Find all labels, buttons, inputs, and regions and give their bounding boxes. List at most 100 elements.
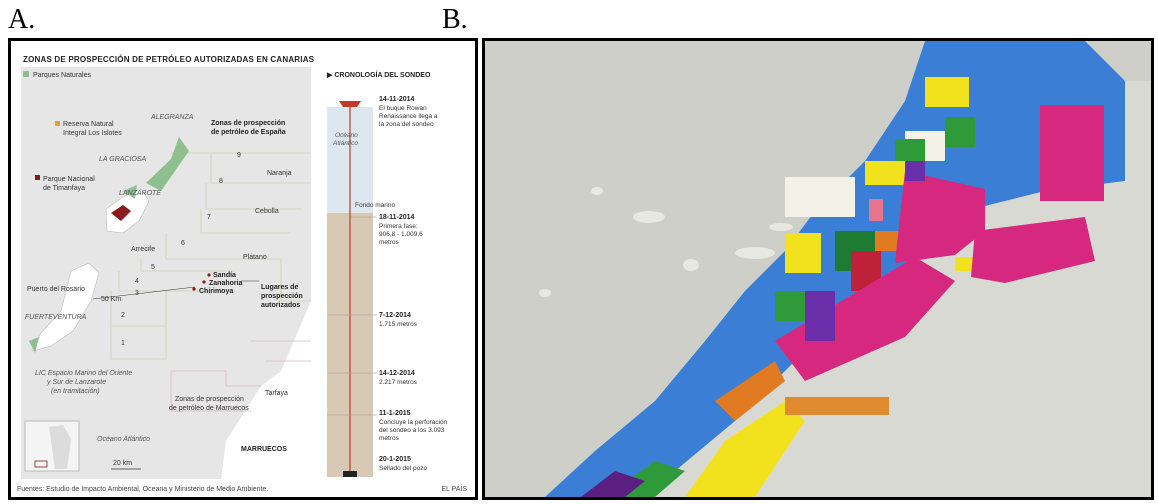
event-text: la zona del sondeo: [379, 121, 434, 128]
orange-block-row: [785, 397, 889, 415]
block-9: 9: [237, 152, 241, 159]
event-date: 20-1-2015: [379, 456, 411, 463]
well-seal-icon: [343, 471, 357, 477]
chronology-ocean-label: Océano: [335, 132, 358, 139]
site-sandia-marker: [207, 273, 211, 277]
legend-parks-swatch: [23, 71, 29, 77]
morocco-coast: [221, 301, 311, 479]
purple-block-1: [805, 291, 835, 341]
event-2: 18-11-2014 Primera fase: 906,8 - 1.009,6…: [379, 214, 423, 246]
spain-zones-label-2: de petróleo de España: [211, 129, 286, 136]
site-zanahoria-marker: [202, 280, 206, 284]
timanfaya-park: [111, 205, 131, 221]
event-date: 11-1-2015: [379, 410, 411, 417]
event-text: metros: [379, 435, 400, 442]
morocco-zones-label-2: de petróleo de Marruecos: [169, 405, 249, 412]
event-text: del sondeo a los 3.093: [379, 427, 445, 434]
yellow-block-4: [785, 233, 821, 273]
scale-label: 20 km: [113, 460, 132, 467]
site-naranja-label: Naranja: [267, 170, 292, 177]
block-1: 1: [121, 340, 125, 347]
site-platano-label: Plátano: [243, 254, 267, 261]
island-fuerteventura: [735, 247, 775, 259]
seabed-label: Fondo marino: [355, 202, 395, 209]
morocco-label: MARRUECOS: [241, 446, 287, 453]
lic-label-3: (en tramitación): [51, 388, 100, 395]
distance-line: [92, 286, 196, 300]
graciosa-label: LA GRACIOSA: [99, 156, 147, 163]
yellow-block-south: [685, 401, 805, 497]
event-1: 14-11-2014 El buque Rowan Renaissance ll…: [379, 96, 438, 128]
island-gran-canaria: [683, 259, 699, 271]
magenta-block-3: [971, 217, 1095, 283]
site-zanahoria-label: Zanahoria: [209, 280, 243, 287]
site-chirimoya-label: Chirimoya: [199, 288, 233, 295]
legend-timanfaya-label: Parque Nacional: [43, 176, 95, 183]
event-text: Renaissance llega a: [379, 113, 438, 120]
morocco-zones-label: Zonas de prospección: [175, 396, 244, 403]
event-text: metros: [379, 239, 400, 246]
event-text: Concluye la perforación: [379, 419, 448, 426]
lic-label-2: y Sur de Lanzarote: [46, 379, 106, 386]
block-8: 8: [219, 178, 223, 185]
green-block-2: [945, 117, 975, 147]
event-text: 906,8 - 1.009,6: [379, 231, 423, 238]
event-text: El buque Rowan: [379, 105, 427, 112]
authorized-label-3: autorizados: [261, 302, 300, 309]
alegranza-label: ALEGRANZA: [150, 114, 194, 121]
magenta-block-ne: [1040, 105, 1104, 201]
authorized-label-2: prospección: [261, 293, 303, 300]
fuerteventura-label: FUERTEVENTURA: [25, 314, 87, 321]
purple-block-south: [581, 471, 645, 497]
legend-reserve-label: Reserva Natural: [63, 121, 114, 128]
infographic-map: Parques Naturales Reserva Natural Integr…: [21, 67, 448, 479]
block-map-photo: [482, 38, 1154, 500]
site-sandia-label: Sandía: [213, 272, 236, 279]
ocean-label: Océano Atlántico: [97, 436, 150, 443]
block-3: 3: [135, 290, 139, 297]
authorized-label-1: Lugares de: [261, 284, 298, 291]
green-block-3: [895, 139, 925, 161]
event-date: 7-12-2014: [379, 312, 411, 319]
graciosa-park: [146, 137, 189, 191]
panel-b-letter: B.: [442, 4, 468, 35]
distance-label: 50 Km: [101, 296, 121, 303]
block-7: 7: [207, 214, 211, 221]
lanzarote-park: [123, 185, 137, 199]
chronology-title: ▶ CRONOLOGÍA DEL SONDEO: [327, 72, 431, 79]
event-date: 18-11-2014: [379, 214, 415, 221]
source-note: Fuentes: Estudio de Impacto Ambiental, O…: [17, 486, 269, 493]
jandia-park: [29, 337, 39, 353]
event-4: 14-12-2014 2.217 metros: [379, 370, 418, 386]
event-date: 14-11-2014: [379, 96, 415, 103]
legend-parks-label: Parques Naturales: [33, 72, 91, 79]
legend-reserve-swatch: [55, 121, 60, 126]
event-date: 14-12-2014: [379, 370, 415, 377]
site-cebolla-label: Cebolla: [255, 208, 279, 215]
event-text: Sellado del pozo: [379, 465, 427, 472]
event-text: Primera fase:: [379, 223, 418, 230]
event-3: 7-12-2014 1.715 metros: [379, 312, 418, 328]
morocco-block-grid: [170, 340, 311, 412]
spain-block-grid: [110, 152, 311, 360]
spain-zones-label: Zonas de prospección: [211, 120, 285, 127]
event-text: 1.715 metros: [379, 321, 418, 328]
pink-block: [869, 199, 883, 221]
fuerteventura-island: [32, 262, 100, 352]
drilling-ship-icon: [339, 101, 361, 107]
chronology-title-text: CRONOLOGÍA DEL SONDEO: [334, 72, 431, 79]
panel-a-letter: A.: [8, 4, 36, 35]
block-6: 6: [181, 240, 185, 247]
map-title: ZONAS DE PROSPECCIÓN DE PETRÓLEO AUTORIZ…: [23, 55, 315, 64]
legend-reserve-label-2: Integral Los Islotes: [63, 130, 122, 137]
chronology-ocean-label-2: Atlántico: [332, 140, 358, 147]
lic-label-1: LIC Espacio Marino del Oriente: [35, 370, 132, 377]
white-blocks-north: [785, 177, 855, 217]
arrecife-label: Arrecife: [131, 246, 155, 253]
yellow-block-2: [925, 77, 969, 107]
block-map: [485, 41, 1151, 497]
block-5: 5: [151, 264, 155, 271]
inset-land: [49, 425, 71, 469]
infographic-panel: ZONAS DE PROSPECCIÓN DE PETRÓLEO AUTORIZ…: [8, 38, 478, 500]
event-text: 2.217 metros: [379, 379, 418, 386]
